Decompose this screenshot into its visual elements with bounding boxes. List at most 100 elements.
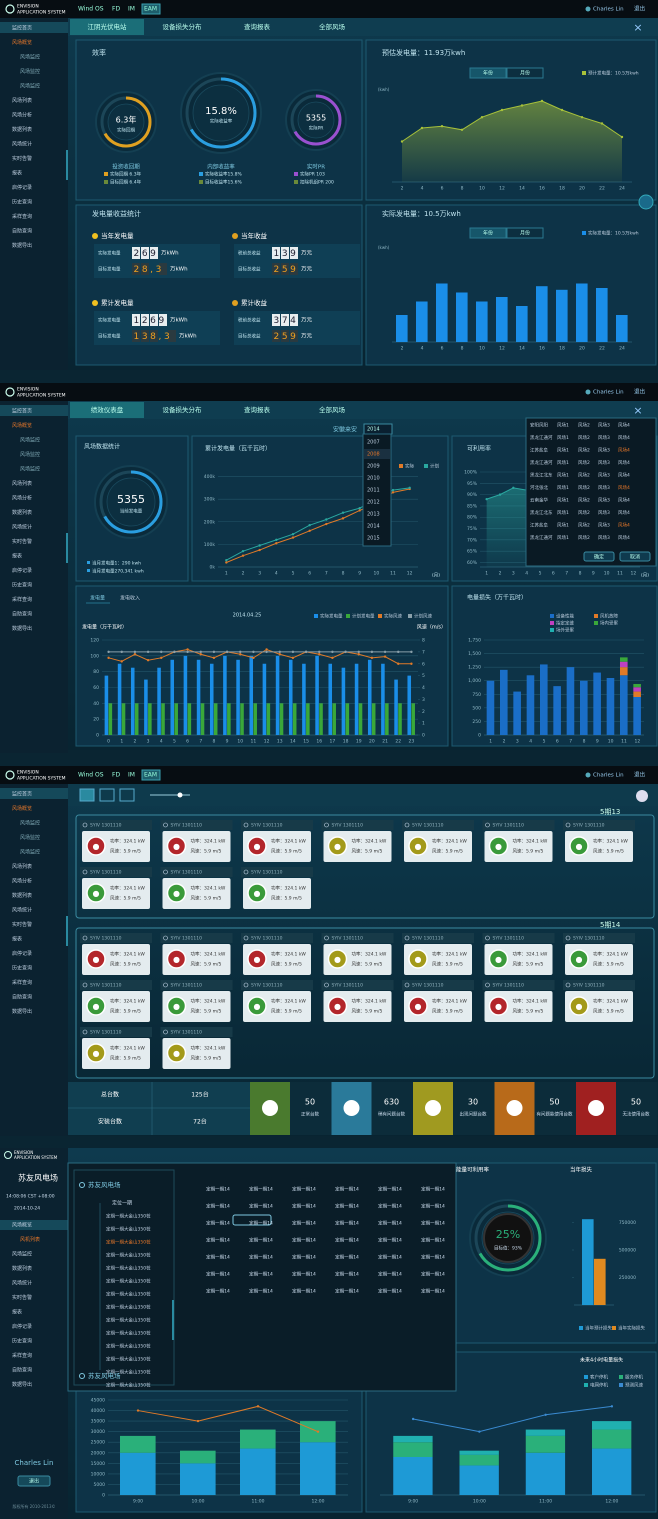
table-cell[interactable]: 风场3 (598, 472, 610, 479)
tree-item[interactable]: 定期一期大金山350桩 (106, 1252, 151, 1259)
year-option[interactable]: 2012 (367, 500, 380, 506)
table-cell[interactable]: 风场4 (618, 497, 630, 504)
menu-item[interactable]: 风场统计 (12, 1280, 32, 1287)
table-cell[interactable]: 风场2 (578, 447, 590, 454)
menu-item[interactable]: 数据列表 (12, 1265, 32, 1272)
grid-cell[interactable]: 定期一期14 (421, 1254, 445, 1261)
grid-cell[interactable]: 定期一期14 (292, 1288, 316, 1295)
year-option[interactable]: 2015 (367, 536, 380, 542)
tree-item[interactable]: 定期一期大金山350桩 (106, 1226, 151, 1233)
nav-item[interactable]: EAM (144, 6, 157, 13)
menu-item[interactable]: 风场监控 (20, 68, 40, 75)
grid-cell[interactable]: 定期一期14 (335, 1186, 359, 1193)
table-cell[interactable]: 风场3 (598, 509, 610, 516)
table-cell[interactable]: 风场2 (578, 472, 590, 479)
grid-cell[interactable]: 定期一期14 (206, 1203, 230, 1210)
logout[interactable]: 退出 (634, 5, 645, 13)
year-option[interactable]: 2007 (367, 440, 380, 446)
table-cell[interactable]: 风场2 (578, 434, 590, 441)
grid-cell[interactable]: 定期一期14 (206, 1220, 230, 1227)
year-option[interactable]: 2013 (367, 512, 380, 518)
tab[interactable]: 设备损失分布 (163, 405, 203, 414)
menu-item[interactable]: 风场概览 (12, 805, 32, 812)
grid-cell[interactable]: 定期一期14 (206, 1271, 230, 1278)
menu-item[interactable]: 报表 (12, 1309, 22, 1316)
grid-cell[interactable]: 定期一期14 (421, 1220, 445, 1227)
grid-cell[interactable]: 定期一期14 (378, 1288, 402, 1295)
table-cell[interactable]: 风场2 (578, 484, 590, 491)
menu-item[interactable]: 报表 (12, 936, 22, 943)
tab[interactable]: 全部风场 (319, 22, 346, 31)
menu-item[interactable]: 启停记录 (12, 184, 32, 191)
table-cell[interactable]: 风场3 (598, 447, 610, 454)
tree-item[interactable]: 定期一期大金山350桩 (106, 1369, 151, 1376)
menu-item[interactable]: 风场概览 (12, 39, 32, 46)
toggle-option[interactable]: 月份 (520, 70, 530, 77)
menu-item[interactable]: 数据列表 (12, 892, 32, 899)
nav-item[interactable]: IM (128, 772, 135, 779)
table-cell[interactable]: 风场1 (557, 472, 569, 479)
logout[interactable]: 退出 (634, 771, 645, 779)
grid-cell[interactable]: 定期一期14 (292, 1254, 316, 1261)
grid-cell[interactable]: 定期一期14 (249, 1186, 273, 1193)
tree-item[interactable]: 定期一期大金山350桩 (106, 1330, 151, 1337)
menu-item[interactable]: 采样查询 (12, 596, 32, 603)
grid-cell[interactable]: 定期一期14 (335, 1288, 359, 1295)
menu-item[interactable]: 自助查询 (12, 1367, 32, 1374)
menu-item[interactable]: 监控首页 (12, 408, 32, 415)
table-cell[interactable]: 风场1 (557, 497, 569, 504)
tree-item[interactable]: 定期一期大金山350桩 (106, 1278, 151, 1285)
menu-item[interactable]: 风场分析 (12, 878, 32, 885)
grid-cell[interactable]: 定期一期14 (378, 1237, 402, 1244)
menu-item[interactable]: 报表 (12, 553, 22, 560)
menu-item[interactable]: 自助查询 (12, 994, 32, 1001)
table-cell[interactable]: 风场4 (618, 459, 630, 466)
menu-item[interactable]: 数据导出 (12, 1008, 32, 1015)
menu-item[interactable]: 风场概览 (12, 422, 32, 429)
grid-cell[interactable]: 定期一期14 (292, 1203, 316, 1210)
table-cell[interactable]: 黑龙江北东 (530, 472, 553, 479)
menu-item[interactable]: 风场分析 (12, 495, 32, 502)
table-cell[interactable]: 风场1 (557, 459, 569, 466)
tab[interactable]: 设备损失分布 (163, 22, 203, 31)
menu-item[interactable]: 风场列表 (12, 97, 32, 104)
nav-item[interactable]: EAM (144, 772, 157, 779)
menu-item[interactable]: 风场列表 (12, 480, 32, 487)
menu-item[interactable]: 启停记录 (12, 567, 32, 574)
menu-item[interactable]: 监控首页 (12, 791, 32, 798)
button[interactable]: 取消 (630, 554, 640, 561)
grid-cell[interactable]: 定期一期14 (292, 1237, 316, 1244)
tree-item[interactable]: 定期一期大金山350桩 (106, 1213, 151, 1220)
table-cell[interactable]: 风场1 (557, 534, 569, 541)
menu-item[interactable]: 风场概览 (12, 1222, 32, 1229)
table-cell[interactable]: 黑龙江北东 (530, 509, 553, 516)
grid-cell[interactable]: 定期一期14 (421, 1186, 445, 1193)
grid-cell[interactable]: 定期一期14 (335, 1271, 359, 1278)
grid-cell[interactable]: 定期一期14 (249, 1203, 273, 1210)
menu-item[interactable]: 风场统计 (12, 907, 32, 914)
menu-item[interactable]: 风场监控 (20, 834, 40, 841)
menu-item[interactable]: 风场监控 (12, 1251, 32, 1258)
grid-cell[interactable]: 定期一期14 (249, 1254, 273, 1261)
year-option[interactable]: 2010 (367, 476, 380, 482)
table-cell[interactable]: 风场4 (618, 484, 630, 491)
tab[interactable]: 江阴光伏电站 (88, 22, 128, 31)
grid-cell[interactable]: 定期一期14 (378, 1186, 402, 1193)
grid-cell[interactable]: 定期一期14 (421, 1288, 445, 1295)
grid-cell[interactable]: 定期一期14 (249, 1288, 273, 1295)
menu-item[interactable]: 风场列表 (12, 863, 32, 870)
nav-item[interactable]: IM (128, 6, 135, 13)
year-option[interactable]: 2011 (367, 488, 380, 494)
menu-item[interactable]: 自助查询 (12, 611, 32, 618)
menu-item[interactable]: 风场监控 (20, 83, 40, 90)
year-option[interactable]: 2014 (367, 524, 380, 530)
tree-item[interactable]: 定期一期大金山350桩 (106, 1382, 151, 1389)
tab[interactable]: 绩效仪表盘 (91, 405, 124, 414)
tree-item[interactable]: 定期一期大金山350桩 (106, 1317, 151, 1324)
menu-item[interactable]: 启停记录 (12, 1323, 32, 1330)
menu-item[interactable]: 历史查询 (12, 1338, 32, 1345)
table-cell[interactable]: 风场4 (618, 447, 630, 454)
table-cell[interactable]: 风场3 (598, 422, 610, 429)
table-cell[interactable]: 黑龙江通河 (530, 434, 553, 441)
menu-item[interactable]: 历史查询 (12, 199, 32, 206)
